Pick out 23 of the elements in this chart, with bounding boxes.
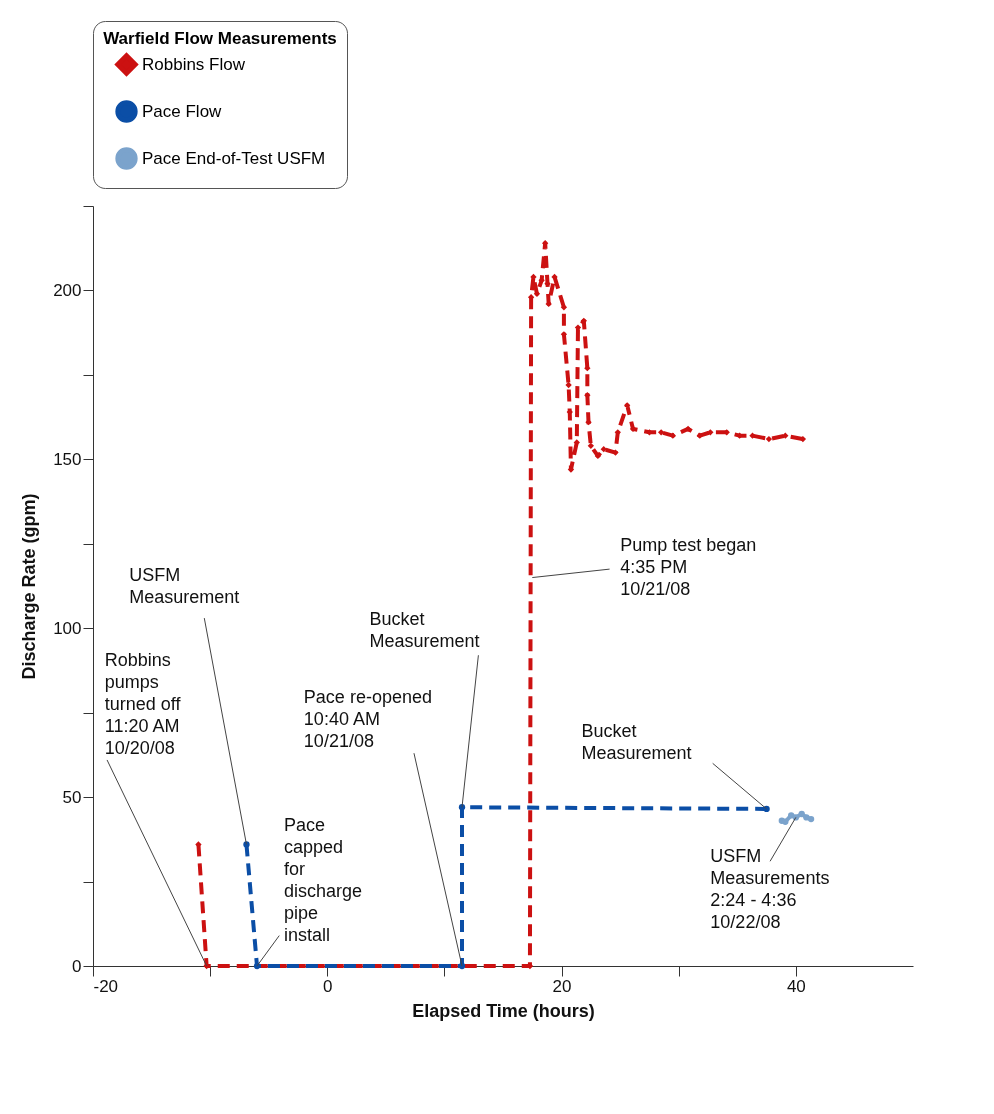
legend-label: Robbins Flow [142,54,246,74]
x-tick-label: 20 [552,976,572,996]
x-tick-label: 0 [323,976,333,996]
y-axis-title: Discharge Rate (gpm) [19,493,40,680]
y-tick-label: 100 [53,618,82,638]
annotation: Bucket Measurement [369,609,480,652]
annotation: Pace re-opened 10:40 AM 10/21/08 [303,687,432,752]
annotation: USFM Measurement [129,565,240,608]
y-tick-label: 150 [53,449,82,469]
x-axis-title: Elapsed Time (hours) [412,1000,595,1021]
annotation: Pace capped for discharge pipe install [283,815,362,946]
legend-title: Warfield Flow Measurements [103,29,337,48]
x-tick-label: 40 [786,976,806,996]
legend-label: Pace Flow [142,101,223,121]
annotation: Robbins pumps turned off 11:20 AM 10/20/08 [104,649,182,758]
x-tick-label: -20 [93,976,119,996]
y-tick-label: 50 [62,787,82,807]
annotation: USFM Measurements 2:24 - 4:36 10/22/08 [710,845,830,932]
legend-label: Pace End-of-Test USFM [142,148,326,168]
y-tick-label: 0 [72,956,82,976]
annotation: Pump test began 4:35 PM 10/21/08 [620,535,757,600]
annotation: Bucket Measurement [581,720,692,763]
y-tick-label: 200 [53,280,82,300]
